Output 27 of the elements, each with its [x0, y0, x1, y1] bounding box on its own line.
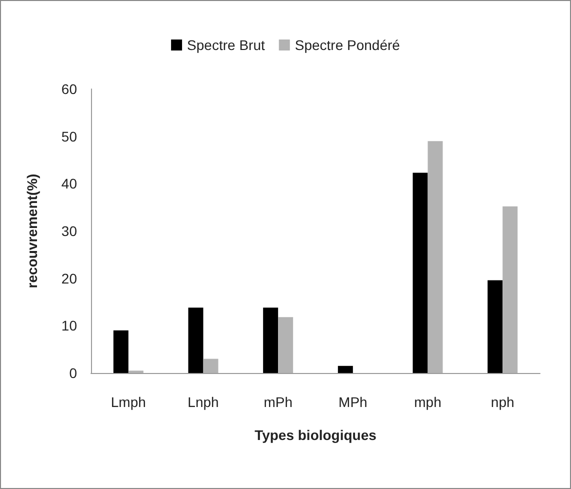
bar: [263, 308, 278, 373]
y-tick-label: 10: [61, 318, 78, 334]
bar: [488, 280, 503, 373]
y-axis-title: recouvrement(%): [24, 174, 40, 288]
x-tick-label: Lmph: [110, 394, 146, 410]
y-tick-label: 20: [61, 270, 78, 286]
bar: [203, 358, 218, 373]
y-tick-label: 0: [69, 365, 78, 381]
bar: [278, 317, 294, 373]
bar: [338, 366, 353, 373]
bar: [113, 330, 128, 373]
y-tick-label: 30: [61, 223, 78, 239]
bar: [188, 308, 204, 373]
x-tick-label: mPh: [264, 394, 292, 410]
x-axis-title: Types biologiques: [254, 427, 377, 443]
bar: [428, 141, 443, 373]
bar: [412, 172, 428, 373]
bar: [502, 206, 518, 373]
y-tick-label: 40: [61, 176, 78, 192]
x-tick-label: MPh: [338, 394, 368, 410]
x-tick-label: Lnph: [188, 394, 219, 410]
y-tick-label: 50: [61, 128, 78, 144]
x-tick-label: mph: [414, 394, 442, 410]
legend-label: Spectre Pondéré: [294, 37, 400, 53]
legend-label: Spectre Brut: [187, 37, 265, 53]
y-tick-label: 60: [61, 81, 78, 97]
x-tick-label: nph: [490, 394, 514, 410]
